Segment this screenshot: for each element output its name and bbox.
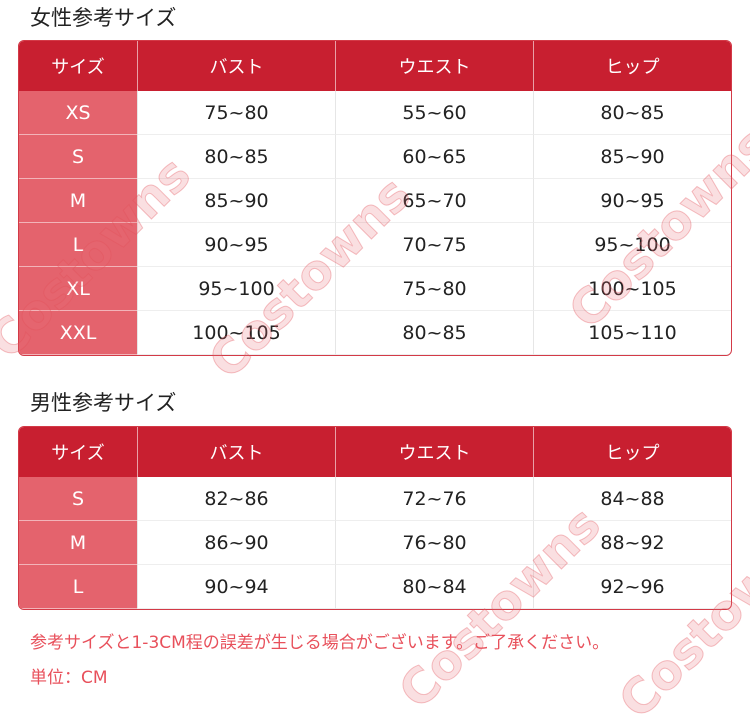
measurement-cell: 75~80: [335, 267, 533, 311]
size-label: S: [19, 135, 137, 179]
measurement-cell: 90~94: [137, 565, 335, 609]
measurement-cell: 65~70: [335, 179, 533, 223]
table-row: XS 75~80 55~60 80~85: [19, 91, 731, 135]
table-row: XL 95~100 75~80 100~105: [19, 267, 731, 311]
measurement-cell: 86~90: [137, 521, 335, 565]
column-header: バスト: [137, 41, 335, 91]
measurement-cell: 75~80: [137, 91, 335, 135]
disclaimer-note: 参考サイズと1-3CM程の誤差が生じる場合がございます。ご了承ください。: [30, 633, 610, 653]
measurement-cell: 100~105: [533, 267, 731, 311]
measurement-cell: 90~95: [137, 223, 335, 267]
size-label: L: [19, 223, 137, 267]
women-size-title: 女性参考サイズ: [30, 6, 177, 30]
table-row: L 90~95 70~75 95~100: [19, 223, 731, 267]
column-header: ウエスト: [335, 427, 533, 477]
measurement-cell: 70~75: [335, 223, 533, 267]
column-header: ウエスト: [335, 41, 533, 91]
size-label: L: [19, 565, 137, 609]
measurement-cell: 72~76: [335, 477, 533, 521]
measurement-cell: 84~88: [533, 477, 731, 521]
measurement-cell: 95~100: [533, 223, 731, 267]
men-size-title: 男性参考サイズ: [30, 391, 177, 415]
measurement-cell: 82~86: [137, 477, 335, 521]
measurement-cell: 105~110: [533, 311, 731, 355]
column-header: ヒップ: [533, 427, 731, 477]
measurement-cell: 60~65: [335, 135, 533, 179]
column-header: バスト: [137, 427, 335, 477]
measurement-cell: 100~105: [137, 311, 335, 355]
table-row: M 86~90 76~80 88~92: [19, 521, 731, 565]
measurement-cell: 80~85: [137, 135, 335, 179]
measurement-cell: 95~100: [137, 267, 335, 311]
measurement-cell: 85~90: [137, 179, 335, 223]
measurement-cell: 80~84: [335, 565, 533, 609]
men-size-table: サイズ バスト ウエスト ヒップ S 82~86 72~76 84~88 M 86~90 76~80…: [18, 426, 732, 610]
table-row: S 80~85 60~65 85~90: [19, 135, 731, 179]
measurement-cell: 55~60: [335, 91, 533, 135]
size-label: XL: [19, 267, 137, 311]
unit-note: 単位：CM: [30, 668, 108, 688]
table-row: L 90~94 80~84 92~96: [19, 565, 731, 609]
table-row: S 82~86 72~76 84~88: [19, 477, 731, 521]
measurement-cell: 85~90: [533, 135, 731, 179]
size-label: M: [19, 179, 137, 223]
header-row: サイズ バスト ウエスト ヒップ: [19, 427, 731, 477]
size-label: XXL: [19, 311, 137, 355]
size-label: S: [19, 477, 137, 521]
women-size-table: サイズ バスト ウエスト ヒップ XS 75~80 55~60 80~85 S 80~85 60~6…: [18, 40, 732, 356]
column-header: サイズ: [19, 427, 137, 477]
measurement-cell: 90~95: [533, 179, 731, 223]
size-label: M: [19, 521, 137, 565]
measurement-cell: 76~80: [335, 521, 533, 565]
column-header: サイズ: [19, 41, 137, 91]
size-label: XS: [19, 91, 137, 135]
measurement-cell: 80~85: [335, 311, 533, 355]
measurement-cell: 80~85: [533, 91, 731, 135]
measurement-cell: 88~92: [533, 521, 731, 565]
table-row: XXL 100~105 80~85 105~110: [19, 311, 731, 355]
measurement-cell: 92~96: [533, 565, 731, 609]
table-row: M 85~90 65~70 90~95: [19, 179, 731, 223]
column-header: ヒップ: [533, 41, 731, 91]
header-row: サイズ バスト ウエスト ヒップ: [19, 41, 731, 91]
